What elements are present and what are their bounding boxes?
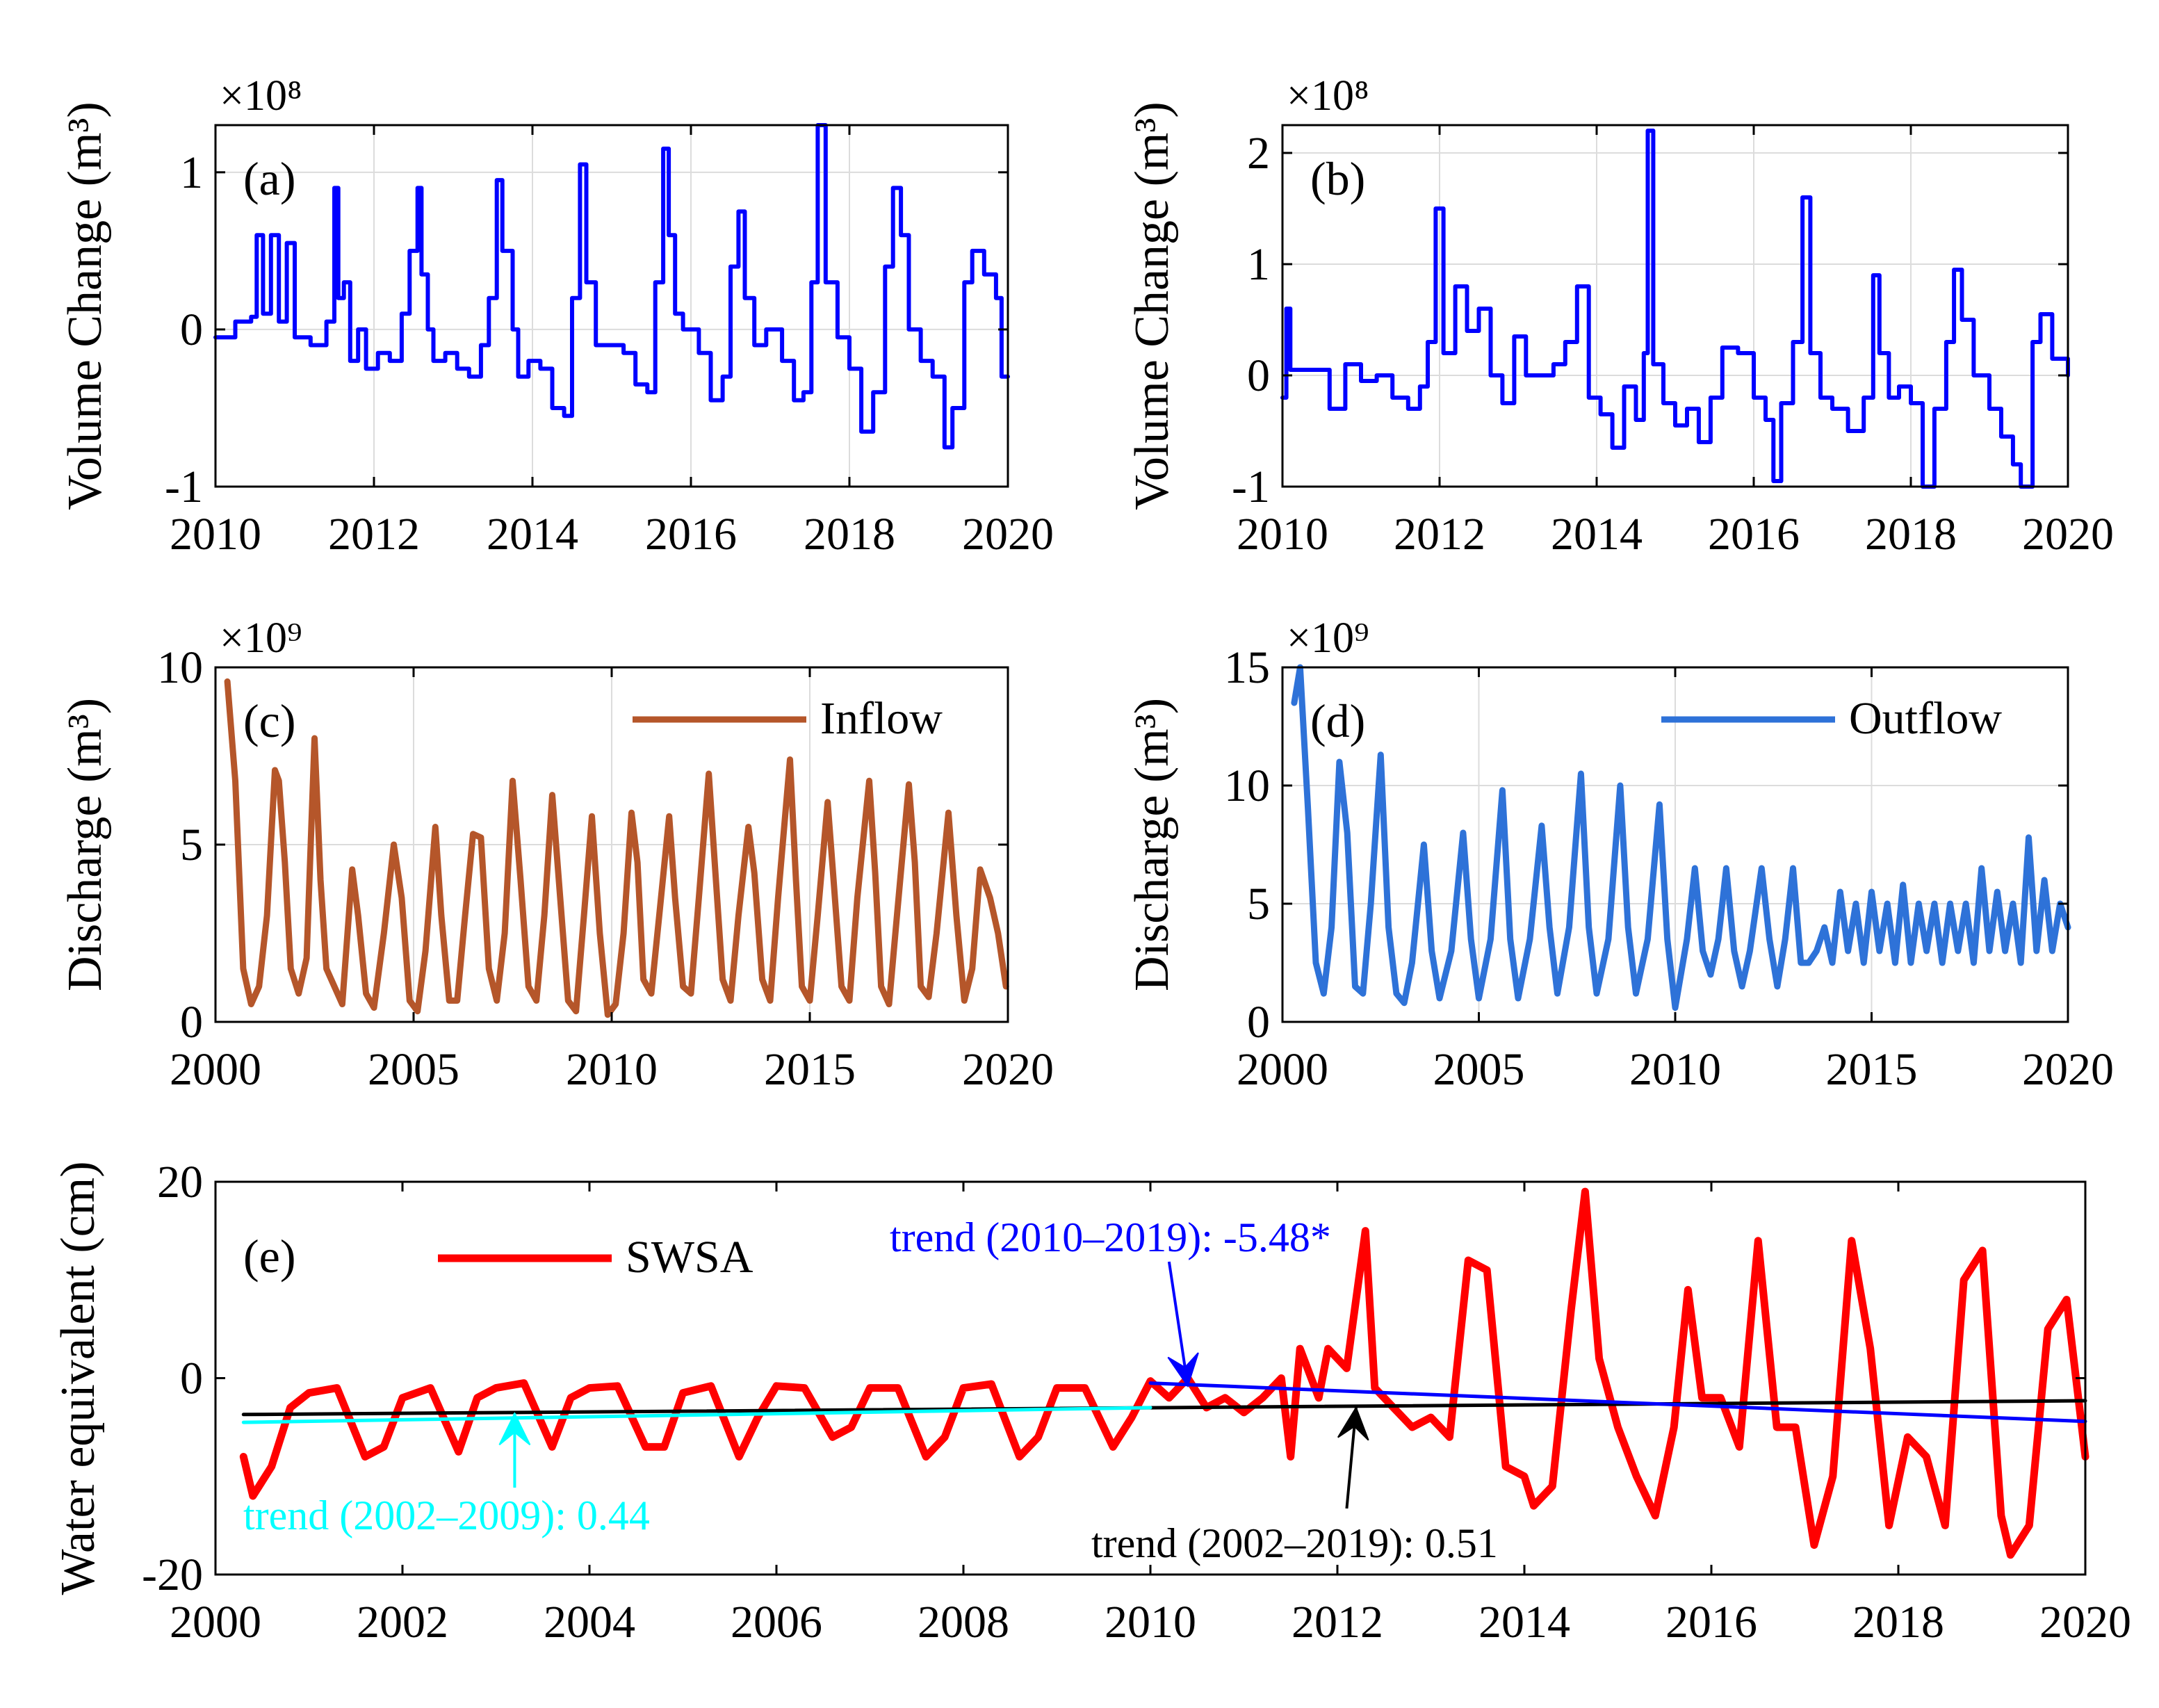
- y-tick-label: -20: [142, 1550, 203, 1600]
- x-tick-label: 2010: [1237, 509, 1328, 560]
- x-tick-label: 2015: [764, 1044, 856, 1095]
- y-tick-label: 15: [1224, 642, 1270, 693]
- series-line-trend-2002-2009-: [241, 1406, 1152, 1424]
- x-tick-label: 2015: [1826, 1044, 1918, 1095]
- y-axis-label: Volume Change (m³): [58, 101, 112, 510]
- x-tick-label: 2014: [487, 509, 578, 560]
- trend-2002-2019-label: trend (2002–2019): 0.51: [1091, 1520, 1498, 1566]
- x-tick-label: 2020: [2022, 1044, 2114, 1095]
- y-tick-label: 1: [180, 147, 203, 198]
- arrow-trend-2010-2019-head: [1167, 1352, 1199, 1388]
- x-tick-label: 2000: [170, 1044, 261, 1095]
- x-tick-label: 2016: [1708, 509, 1800, 560]
- x-tick-label: 2010: [566, 1044, 658, 1095]
- arrow-trend-2002-2019-head: [1337, 1406, 1369, 1441]
- panel-label: (a): [243, 152, 295, 205]
- x-tick-label: 2002: [357, 1597, 448, 1648]
- panel-a: 2010 2012 2014 2016 2018 2020 -1 0 1 ×10⁸ Volume C…: [58, 72, 1054, 560]
- legend-label: SWSA: [626, 1232, 753, 1283]
- series-line-trend-2010-2019-: [1148, 1381, 2087, 1424]
- y-tick-label: 0: [1247, 350, 1270, 401]
- x-tick-label: 2006: [731, 1597, 822, 1648]
- x-tick-label: 2014: [1478, 1597, 1570, 1648]
- trend-2010-2019-label: trend (2010–2019): -5.48*: [890, 1214, 1331, 1260]
- arrow-trend-2010-2019-shaft: [1167, 1261, 1189, 1387]
- y-tick-label: 10: [1224, 761, 1270, 811]
- axis-multiplier: ×10⁸: [220, 72, 302, 120]
- x-tick-label: 2000: [1237, 1044, 1328, 1095]
- y-tick-label: 20: [157, 1157, 203, 1207]
- x-tick-label: 2005: [1433, 1044, 1525, 1095]
- y-tick-label: 5: [180, 820, 203, 870]
- y-tick-label: 0: [180, 1353, 203, 1404]
- x-tick-label: 2020: [962, 509, 1054, 560]
- axes-frame: [214, 124, 1009, 488]
- panel-e: 2000 2002 2004 2006 2008 2010 2012 2014 2016 2018…: [51, 1157, 2131, 1648]
- legend-label: Inflow: [820, 693, 943, 744]
- series-line-volume-change: [213, 123, 1010, 450]
- y-axis-label: Volume Change (m³): [1125, 101, 1179, 510]
- axis-multiplier: ×10⁹: [220, 615, 302, 662]
- series-line-trend-2002-2019-: [241, 1399, 2087, 1417]
- x-tick-label: 2010: [1629, 1044, 1721, 1095]
- panel-b: 2010 2012 2014 2016 2018 2020 -1 0 1 2 ×10⁸ Volume …: [1125, 72, 2114, 560]
- y-tick-label: 10: [157, 642, 203, 693]
- x-tick-label: 2020: [2039, 1597, 2131, 1648]
- y-tick-label: 0: [180, 304, 203, 355]
- x-tick-label: 2018: [1865, 509, 1957, 560]
- panel-label: (c): [243, 694, 295, 747]
- y-tick-label: 2: [1247, 128, 1270, 179]
- arrow-trend-2002-2009-head: [498, 1412, 531, 1446]
- y-tick-label: 1: [1247, 239, 1270, 290]
- series-line-swsa: [239, 1187, 2089, 1559]
- legend-label: Outflow: [1849, 693, 2002, 744]
- x-tick-label: 2000: [170, 1597, 261, 1648]
- y-tick-label: -1: [165, 462, 203, 512]
- y-tick-label: 5: [1247, 879, 1270, 929]
- x-tick-label: 2012: [1292, 1597, 1383, 1648]
- panel-label: (e): [243, 1230, 295, 1283]
- plot-area: [215, 125, 1008, 487]
- y-axis-label: Discharge (m³): [58, 698, 112, 991]
- y-tick-label: 0: [1247, 997, 1270, 1048]
- series-line-inflow: [224, 678, 1009, 1018]
- y-axis-label: Discharge (m³): [1125, 698, 1179, 991]
- x-tick-label: 2005: [368, 1044, 459, 1095]
- series-line-outflow: [1291, 664, 2071, 1011]
- panel-label: (d): [1310, 694, 1365, 747]
- x-tick-label: 2004: [544, 1597, 635, 1648]
- x-tick-label: 2012: [1394, 509, 1485, 560]
- trend-2002-2009-label: trend (2002–2009): 0.44: [243, 1493, 650, 1538]
- x-tick-label: 2014: [1551, 509, 1643, 560]
- x-tick-label: 2018: [1852, 1597, 1944, 1648]
- x-tick-label: 2010: [1105, 1597, 1196, 1648]
- panel-c: 2000 2005 2010 2015 2020 0 5 10 ×10⁹ Discharge (m…: [58, 615, 1054, 1095]
- panel-d: 2000 2005 2010 2015 2020 0 5 10 15 ×10⁹ Discharge …: [1125, 615, 2114, 1095]
- x-tick-label: 2020: [2022, 509, 2114, 560]
- axis-multiplier: ×10⁹: [1287, 615, 1369, 662]
- y-axis-label: Water equivalent (cm): [51, 1161, 105, 1595]
- x-tick-label: 2010: [170, 509, 261, 560]
- y-tick-label: -1: [1232, 462, 1270, 512]
- x-tick-label: 2012: [328, 509, 420, 560]
- x-tick-label: 2008: [918, 1597, 1009, 1648]
- y-tick-label: 0: [180, 997, 203, 1048]
- panel-label: (b): [1310, 152, 1365, 205]
- axes-frame: [1281, 124, 2069, 488]
- x-tick-label: 2018: [804, 509, 895, 560]
- x-tick-label: 2016: [1665, 1597, 1757, 1648]
- x-tick-label: 2020: [962, 1044, 1054, 1095]
- axis-multiplier: ×10⁸: [1287, 72, 1369, 120]
- x-tick-label: 2016: [645, 509, 737, 560]
- series-line-volume-change: [1280, 129, 2070, 489]
- plot-area: [1282, 125, 2068, 487]
